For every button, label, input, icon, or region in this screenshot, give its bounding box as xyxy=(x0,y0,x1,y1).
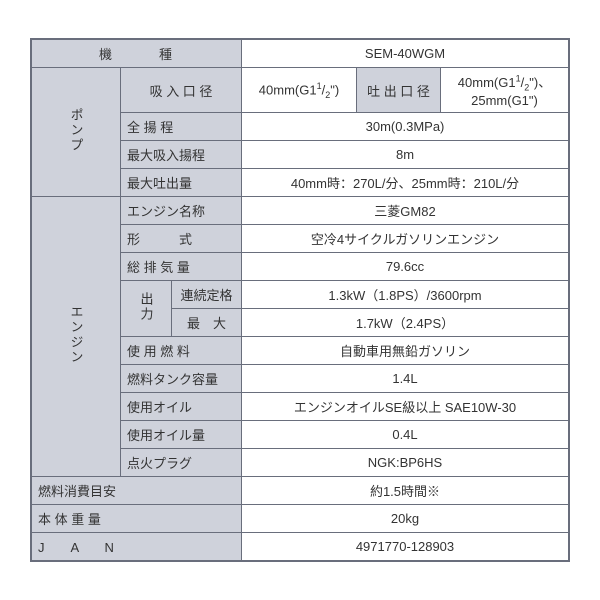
row-jan: J A N 4971770-128903 xyxy=(31,532,569,561)
engine-type-label: 形 式 xyxy=(121,224,242,252)
plug-label: 点火プラグ xyxy=(121,448,242,476)
model-label: 機 種 xyxy=(31,39,242,68)
outlet-label: 吐 出 口 径 xyxy=(357,68,441,113)
row-consumption: 燃料消費目安 約1.5時間※ xyxy=(31,476,569,504)
spec-table: 機 種 SEM-40WGM ポンプ 吸 入 口 径 40mm(G11/2") 吐… xyxy=(30,38,570,562)
row-engine-name: エンジン エンジン名称 三菱GM82 xyxy=(31,196,569,224)
oil-amount-label: 使用オイル量 xyxy=(121,420,242,448)
engine-name-label: エンジン名称 xyxy=(121,196,242,224)
oil-value: エンジンオイルSE級以上 SAE10W-30 xyxy=(242,392,570,420)
jan-value: 4971770-128903 xyxy=(242,532,570,561)
inlet-label: 吸 入 口 径 xyxy=(121,68,242,113)
output-label: 出力 xyxy=(121,280,172,336)
total-head-value: 30m(0.3MPa) xyxy=(242,112,570,140)
row-inlet-outlet: ポンプ 吸 入 口 径 40mm(G11/2") 吐 出 口 径 40mm(G1… xyxy=(31,68,569,113)
engine-name-value: 三菱GM82 xyxy=(242,196,570,224)
engine-type-value: 空冷4サイクルガソリンエンジン xyxy=(242,224,570,252)
weight-label: 本 体 重 量 xyxy=(31,504,242,532)
row-weight: 本 体 重 量 20kg xyxy=(31,504,569,532)
tank-value: 1.4L xyxy=(242,364,570,392)
fuel-value: 自動車用無鉛ガソリン xyxy=(242,336,570,364)
row-model: 機 種 SEM-40WGM xyxy=(31,39,569,68)
max-suction-value: 8m xyxy=(242,140,570,168)
oil-amount-value: 0.4L xyxy=(242,420,570,448)
engine-category: エンジン xyxy=(31,196,121,476)
inlet-value: 40mm(G11/2") xyxy=(242,68,357,113)
tank-label: 燃料タンク容量 xyxy=(121,364,242,392)
total-head-label: 全 揚 程 xyxy=(121,112,242,140)
weight-value: 20kg xyxy=(242,504,570,532)
output-max-value: 1.7kW（2.4PS） xyxy=(242,308,570,336)
fuel-label: 使 用 燃 料 xyxy=(121,336,242,364)
outlet-value: 40mm(G11/2")、25mm(G1") xyxy=(441,68,570,113)
displacement-label: 総 排 気 量 xyxy=(121,252,242,280)
consumption-value: 約1.5時間※ xyxy=(242,476,570,504)
output-max-label: 最 大 xyxy=(172,308,242,336)
output-cont-value: 1.3kW（1.8PS）/3600rpm xyxy=(242,280,570,308)
jan-label: J A N xyxy=(31,532,242,561)
max-discharge-label: 最大吐出量 xyxy=(121,168,242,196)
output-cont-label: 連続定格 xyxy=(172,280,242,308)
plug-value: NGK:BP6HS xyxy=(242,448,570,476)
displacement-value: 79.6cc xyxy=(242,252,570,280)
model-value: SEM-40WGM xyxy=(242,39,570,68)
consumption-label: 燃料消費目安 xyxy=(31,476,242,504)
max-discharge-value: 40mm時：270L/分、25mm時：210L/分 xyxy=(242,168,570,196)
max-suction-label: 最大吸入揚程 xyxy=(121,140,242,168)
pump-category: ポンプ xyxy=(31,68,121,197)
oil-label: 使用オイル xyxy=(121,392,242,420)
